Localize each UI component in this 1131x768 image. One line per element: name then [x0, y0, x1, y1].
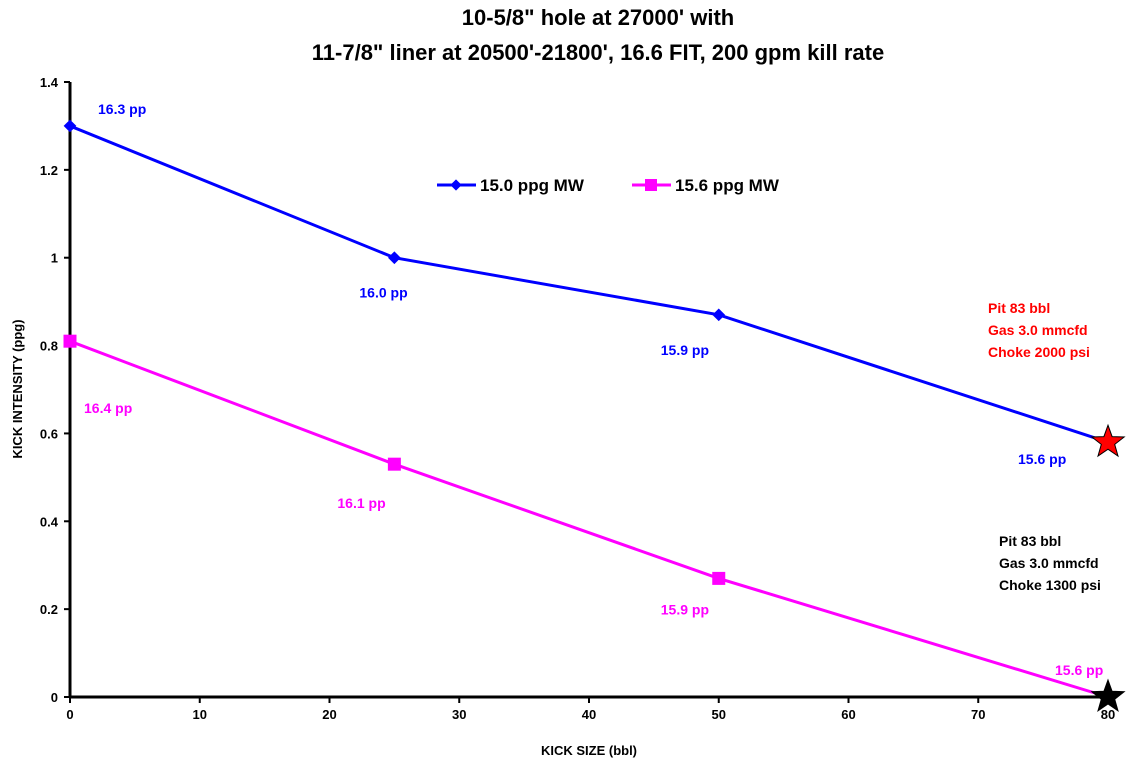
axes: 0 0.2 0.4 0.6 0.8 1 1.2 1.4 0 10 20 30 40 50 60 70 80: [40, 75, 1115, 722]
x-tick-label: 30: [452, 707, 466, 722]
legend: 15.0 ppg MW 15.6 ppg MW: [437, 176, 780, 195]
annotation-black-line-3: Choke 1300 psi: [999, 577, 1101, 593]
series-layer: [63, 119, 1126, 712]
series-line-15-0-ppg-mw: [69, 124, 1109, 444]
annotation-red-line-1: Pit 83 bbl: [988, 300, 1050, 316]
legend-diamond-icon: [450, 179, 462, 191]
data-label-15-0-ppg-mw: 15.6 pp: [1018, 451, 1066, 467]
legend-label-15-6-ppg: 15.6 ppg MW: [675, 176, 780, 195]
x-tick-label: 80: [1101, 707, 1115, 722]
x-axis-label: KICK SIZE (bbl): [541, 743, 637, 758]
legend-item-15-0-ppg: 15.0 ppg MW: [437, 176, 585, 195]
legend-square-icon: [645, 179, 657, 191]
data-label-15-0-ppg-mw: 16.0 pp: [359, 285, 407, 301]
annotation-black: Pit 83 bbl Gas 3.0 mmcfd Choke 1300 psi: [999, 533, 1101, 593]
annotation-red-line-2: Gas 3.0 mmcfd: [988, 322, 1088, 338]
legend-label-15-0-ppg: 15.0 ppg MW: [480, 176, 585, 195]
data-point-15-0-ppg-mw: [712, 308, 726, 322]
y-tick-label: 0: [51, 690, 58, 705]
x-tick-label: 60: [841, 707, 855, 722]
x-tick-label: 50: [712, 707, 726, 722]
x-tick-label: 10: [193, 707, 207, 722]
data-label-15-6-ppg-mw: 15.9 pp: [661, 601, 709, 617]
x-tick-label: 0: [66, 707, 73, 722]
annotation-black-line-1: Pit 83 bbl: [999, 533, 1061, 549]
y-tick-label: 0.2: [40, 602, 58, 617]
y-tick-label: 0.8: [40, 339, 58, 354]
y-tick-label: 0.4: [40, 514, 59, 529]
data-point-15-0-ppg-mw: [63, 119, 77, 133]
y-tick-label: 1.4: [40, 75, 59, 90]
point-labels: 16.3 pp 16.0 pp 15.9 pp 15.6 pp 16.4 pp 16.1 …: [84, 101, 1103, 678]
y-tick-label: 1.2: [40, 163, 58, 178]
data-point-15-6-ppg-mw: [387, 457, 401, 471]
x-tick-label: 70: [971, 707, 985, 722]
data-label-15-6-ppg-mw: 15.6 pp: [1055, 662, 1103, 678]
red-star-icon: [1090, 423, 1126, 458]
series-line-15-6-ppg-mw: [69, 339, 1109, 699]
data-point-15-6-ppg-mw: [63, 334, 77, 348]
data-point-15-0-ppg-mw: [388, 251, 401, 265]
y-tick-label: 0.6: [40, 426, 58, 441]
chart-title-line-2: 11-7/8" liner at 20500'-21800', 16.6 FIT…: [312, 40, 884, 65]
x-tick-label: 40: [582, 707, 596, 722]
data-label-15-0-ppg-mw: 15.9 pp: [661, 342, 709, 358]
x-tick-label: 20: [322, 707, 336, 722]
annotation-red: Pit 83 bbl Gas 3.0 mmcfd Choke 2000 psi: [988, 300, 1090, 360]
data-point-15-6-ppg-mw: [712, 571, 726, 585]
chart-title-line-1: 10-5/8" hole at 27000' with: [462, 5, 734, 30]
black-star-icon: [1090, 678, 1126, 712]
annotation-black-line-2: Gas 3.0 mmcfd: [999, 555, 1099, 571]
y-axis-label: KICK INTENSITY (ppg): [10, 319, 25, 458]
annotation-red-line-3: Choke 2000 psi: [988, 344, 1090, 360]
data-label-15-0-ppg-mw: 16.3 pp: [98, 101, 146, 117]
data-label-15-6-ppg-mw: 16.1 pp: [337, 495, 385, 511]
y-tick-label: 1: [51, 251, 58, 266]
data-label-15-6-ppg-mw: 16.4 pp: [84, 400, 132, 416]
legend-item-15-6-ppg: 15.6 ppg MW: [632, 176, 780, 195]
